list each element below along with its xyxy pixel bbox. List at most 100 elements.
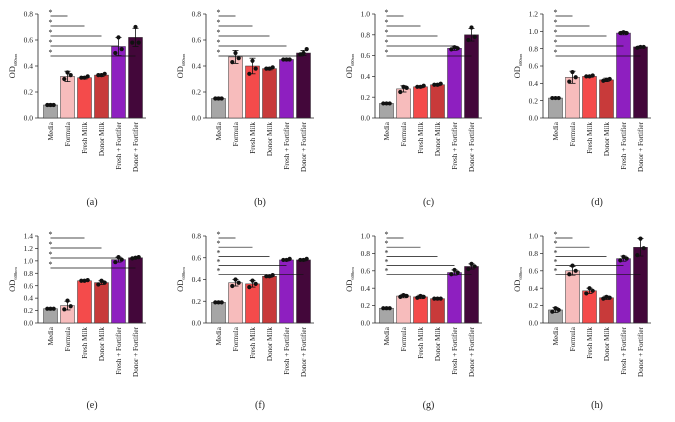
data-point xyxy=(604,294,609,299)
y-tick-label: 0.6 xyxy=(192,253,202,262)
data-point xyxy=(601,296,606,301)
data-point xyxy=(233,277,238,282)
data-point xyxy=(387,101,392,106)
y-tick-label: 0.8 xyxy=(24,10,34,19)
data-point xyxy=(79,75,84,80)
bar xyxy=(616,258,631,324)
category-label: Donor + Fortifier xyxy=(132,326,140,377)
y-tick-label: 0.2 xyxy=(529,96,539,105)
data-point xyxy=(133,255,138,260)
category-label: Donor + Fortifier xyxy=(132,121,140,172)
data-point xyxy=(415,295,420,300)
category-label: Media xyxy=(383,121,391,140)
data-point xyxy=(113,260,118,265)
data-point xyxy=(68,304,73,309)
significance-star: * xyxy=(554,230,558,239)
data-point xyxy=(85,278,90,283)
significance-star: * xyxy=(217,18,221,27)
panel-b: 0.0 0.2 0.4 0.6 0.8 OD600nm Media Formula Fresh … xyxy=(175,8,314,208)
data-point xyxy=(65,298,70,303)
data-point xyxy=(213,96,218,101)
bar xyxy=(413,86,428,119)
data-point xyxy=(432,82,437,87)
data-point xyxy=(233,50,238,56)
data-point xyxy=(398,89,403,95)
y-tick-label: 0.0 xyxy=(192,114,202,123)
significance-star: * xyxy=(217,239,221,248)
panel-label: (e) xyxy=(86,400,97,411)
y-tick-label: 1.4 xyxy=(24,232,34,241)
y-tick-label: 0.0 xyxy=(192,319,202,328)
data-point xyxy=(469,25,474,30)
y-tick-label: 0.4 xyxy=(361,284,371,293)
data-point xyxy=(587,74,592,79)
panel-f: 0.0 0.2 0.4 0.6 0.8 OD600nm Media Formula Fresh … xyxy=(175,230,314,411)
data-point xyxy=(213,300,218,305)
data-point xyxy=(381,306,386,311)
data-point xyxy=(51,306,56,311)
bar xyxy=(379,307,394,324)
bar xyxy=(228,282,243,324)
category-label: Fresh Milk xyxy=(81,122,89,154)
y-tick-label: 0.6 xyxy=(192,36,202,45)
y-tick-label: 0.6 xyxy=(24,281,34,290)
category-label: Formula xyxy=(569,326,577,351)
category-label: Formula xyxy=(400,326,408,351)
category-label: Donor + Fortifier xyxy=(468,121,476,172)
bar xyxy=(296,259,311,324)
data-point xyxy=(82,278,87,283)
data-point xyxy=(287,57,292,62)
category-label: Formula xyxy=(232,326,240,351)
y-axis-label: OD600nm xyxy=(175,267,186,292)
data-point xyxy=(102,71,107,76)
data-point xyxy=(404,293,409,299)
data-point xyxy=(250,58,255,63)
y-axis-label: OD600nm xyxy=(512,267,523,292)
y-tick-label: 0.8 xyxy=(529,249,539,258)
data-point xyxy=(635,253,640,258)
data-point xyxy=(236,56,241,61)
data-point xyxy=(45,102,50,108)
y-tick-label: 1.2 xyxy=(24,244,34,253)
significance-star: * xyxy=(49,260,53,269)
y-axis-label: OD600nm xyxy=(175,53,186,78)
data-point xyxy=(270,65,275,70)
category-label: Media xyxy=(215,326,223,345)
category-label: Fresh + Fortifier xyxy=(620,326,628,374)
panel-d: 0.0 0.2 0.4 0.6 0.8 1.0 1.2 OD600nm Media Formula… xyxy=(512,8,651,208)
data-point xyxy=(253,66,258,71)
category-label: Fresh + Fortifier xyxy=(451,326,459,374)
significance-star: * xyxy=(385,267,389,276)
data-point xyxy=(556,95,561,101)
data-point xyxy=(247,285,252,290)
bar xyxy=(396,88,411,119)
data-point xyxy=(418,84,423,89)
panel-g: 0.0 0.2 0.4 0.6 0.8 1.0 OD600nm Media Formula Fre… xyxy=(344,230,482,411)
data-point xyxy=(584,74,589,79)
data-point xyxy=(45,306,50,311)
bar xyxy=(599,297,614,324)
bar xyxy=(582,290,597,324)
data-point xyxy=(51,102,56,108)
significance-star: * xyxy=(49,18,53,27)
data-point xyxy=(469,261,474,266)
y-tick-label: 0.4 xyxy=(529,284,539,293)
y-tick-label: 0.2 xyxy=(361,93,371,102)
y-axis-label: OD600nm xyxy=(512,53,523,78)
data-point xyxy=(550,309,555,314)
y-tick-label: 0.4 xyxy=(361,72,371,81)
y-tick-label: 1.0 xyxy=(361,10,371,19)
bar xyxy=(60,76,75,119)
y-tick-label: 1.0 xyxy=(529,232,539,241)
category-label: Donor + Fortifier xyxy=(637,121,645,172)
data-point xyxy=(607,295,612,300)
data-point xyxy=(48,306,53,311)
bar xyxy=(633,46,648,119)
data-point xyxy=(570,69,575,75)
y-axis-label: OD600nm xyxy=(344,267,355,292)
category-label: Media xyxy=(215,121,223,140)
data-point xyxy=(116,35,121,40)
data-point xyxy=(438,296,443,301)
bar xyxy=(228,56,243,119)
data-point xyxy=(604,77,609,82)
